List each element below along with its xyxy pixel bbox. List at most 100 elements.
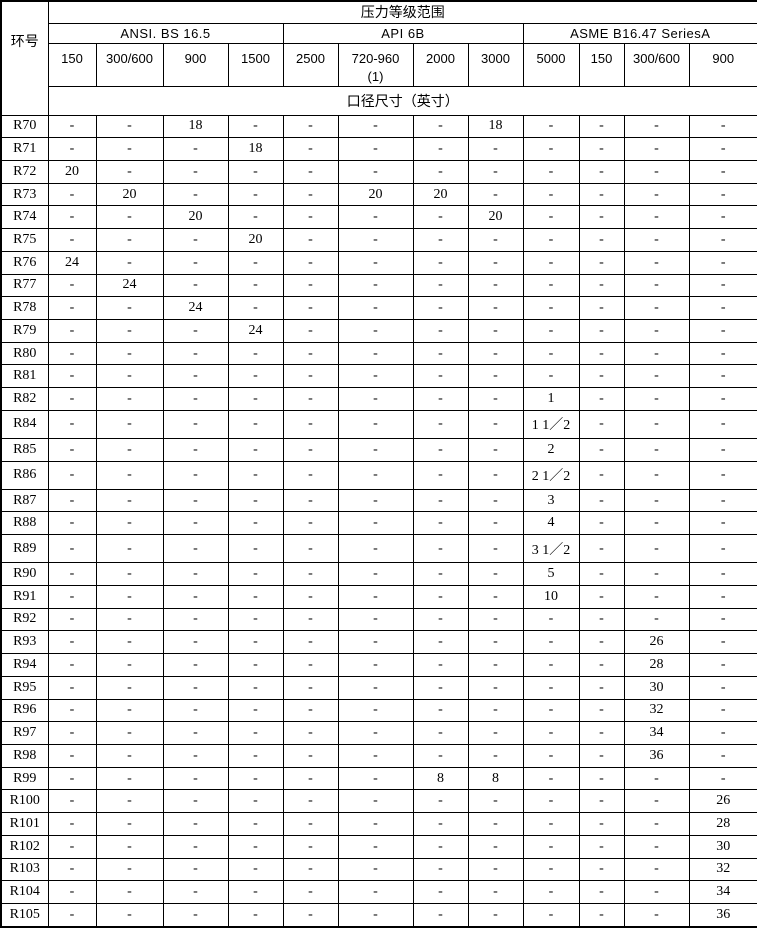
size-cell: - (623, 511, 690, 536)
size-cell: - (688, 250, 757, 275)
size-cell: - (467, 296, 524, 320)
ring-number: R98 (0, 743, 49, 768)
ring-number-column-header: 环号 (0, 0, 49, 116)
size-cell: - (95, 812, 164, 836)
size-cell: - (47, 812, 97, 836)
size-cell: - (467, 228, 524, 252)
size-cell: - (467, 387, 524, 411)
size-cell: - (688, 698, 757, 723)
size-cell: - (337, 205, 414, 230)
size-cell: - (522, 675, 580, 700)
pressure-class-row: 150 300/600 900 1500 2500 720-960 (1) 20… (1, 42, 757, 87)
size-cell: - (162, 653, 229, 677)
size-cell: - (227, 296, 284, 320)
size-cell: - (47, 857, 97, 882)
size-cell: 8 (412, 766, 469, 791)
size-cell: - (623, 534, 690, 564)
ring-number: R92 (0, 607, 49, 632)
ring-number: R93 (0, 630, 49, 655)
size-cell: - (467, 902, 524, 928)
size-cell: - (282, 743, 339, 768)
size-cell: - (337, 698, 414, 723)
ring-number: R84 (0, 409, 49, 439)
size-cell: - (467, 437, 524, 462)
size-cell: - (623, 834, 690, 859)
size-cell: - (337, 228, 414, 252)
ring-number: R100 (0, 789, 49, 814)
size-cell: - (688, 364, 757, 389)
ring-number: R71 (0, 137, 49, 161)
size-cell: 20 (337, 182, 414, 207)
group-header-ansi: ANSI. BS 16.5 (47, 22, 284, 44)
size-cell: - (688, 584, 757, 609)
size-cell: - (337, 250, 414, 275)
size-cell: - (95, 159, 164, 184)
table-row: R102 - - - - - - - - - - -30 (0, 834, 757, 859)
size-cell: 28 (688, 812, 757, 836)
table-row: R70 - -18- - - -18- - - - (0, 114, 757, 139)
table-row: R96 - - - - - - - - - -32- (0, 698, 757, 723)
size-cell: - (578, 437, 625, 462)
size-cell: - (412, 743, 469, 768)
size-cell: - (412, 562, 469, 586)
ring-number: R96 (0, 698, 49, 723)
ring-number: R76 (0, 250, 49, 275)
table-row: R72 20- - - - - - - - - - - (0, 159, 757, 184)
size-cell: - (47, 630, 97, 655)
size-cell: 4 (522, 511, 580, 536)
size-cell: - (688, 387, 757, 411)
size-cell: - (227, 880, 284, 904)
table-row: R79 - - -24- - - - - - - - (0, 318, 757, 343)
size-cell: - (467, 273, 524, 298)
size-cell: - (467, 721, 524, 745)
size-cell: 36 (623, 743, 690, 768)
size-cell: - (337, 488, 414, 513)
size-cell: - (688, 607, 757, 632)
size-cell: - (578, 159, 625, 184)
size-cell: - (162, 766, 229, 791)
size-cell: - (688, 341, 757, 366)
size-cell: - (623, 114, 690, 139)
size-cell: 24 (47, 250, 97, 275)
size-cell: - (282, 159, 339, 184)
ring-number: R105 (0, 902, 49, 928)
table-row: R88 --------4--- (0, 511, 757, 536)
size-cell: - (282, 137, 339, 161)
size-cell: - (522, 250, 580, 275)
size-cell: 20 (227, 228, 284, 252)
size-cell: - (227, 273, 284, 298)
top-header-row: 环号 压力等级范围 (0, 0, 757, 116)
pressure-class-1500-ansi: 1500 (227, 42, 284, 87)
table-row: R77 -24- - - - - - - - - - (0, 273, 757, 298)
ring-number: R87 (0, 488, 49, 513)
size-cell: - (412, 364, 469, 389)
ring-number: R86 (0, 460, 49, 490)
size-cell: - (47, 743, 97, 768)
size-cell: - (688, 296, 757, 320)
size-cell: - (578, 182, 625, 207)
table-row: R103 - - - - - - - - - - -32 (0, 857, 757, 882)
table-row: R90 --------5--- (0, 562, 757, 586)
size-cell: - (162, 318, 229, 343)
table-row: R101 - - - - - - - - - - -28 (0, 812, 757, 836)
size-cell: - (623, 789, 690, 814)
size-cell: - (162, 341, 229, 366)
size-cell: 20 (47, 159, 97, 184)
size-cell: - (282, 205, 339, 230)
pressure-class-900-asme: 900 (688, 42, 757, 87)
size-cell: - (227, 653, 284, 677)
ring-number: R97 (0, 721, 49, 745)
size-cell: - (578, 460, 625, 490)
size-cell: - (282, 902, 339, 928)
pressure-class-150-ansi: 150 (47, 42, 97, 87)
size-cell: - (623, 182, 690, 207)
size-cell: - (95, 341, 164, 366)
size-cell: 26 (623, 630, 690, 655)
size-cell: - (522, 159, 580, 184)
size-cell: - (47, 460, 97, 490)
size-cell: - (337, 653, 414, 677)
size-cell: - (623, 341, 690, 366)
size-cell: - (412, 460, 469, 490)
size-cell: - (412, 114, 469, 139)
size-cell: 26 (688, 789, 757, 814)
